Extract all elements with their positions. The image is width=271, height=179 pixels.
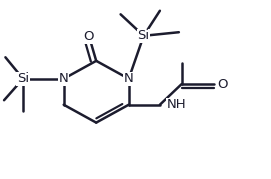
Text: Si: Si <box>17 72 29 85</box>
Text: Si: Si <box>138 29 150 42</box>
Text: N: N <box>59 72 69 85</box>
Text: N: N <box>124 72 134 85</box>
Text: O: O <box>217 78 227 91</box>
Text: O: O <box>83 30 93 43</box>
Text: NH: NH <box>167 98 186 111</box>
